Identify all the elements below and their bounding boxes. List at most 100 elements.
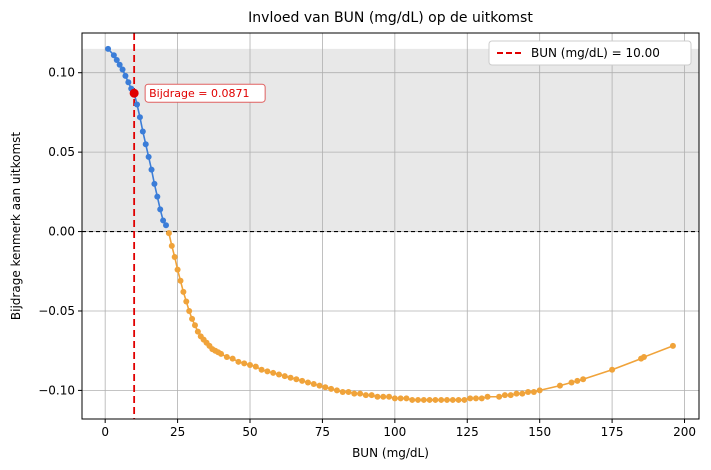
data-point <box>339 388 346 395</box>
data-point <box>183 298 190 305</box>
data-point <box>281 373 288 380</box>
data-point <box>171 253 178 260</box>
data-point <box>163 222 170 229</box>
data-point <box>174 266 181 273</box>
y-tick-label: 0.05 <box>48 145 75 159</box>
annotation-text: Bijdrage = 0.0871 <box>149 87 249 100</box>
data-point <box>420 396 427 403</box>
data-point <box>525 388 532 395</box>
data-point <box>461 396 468 403</box>
chart-title: Invloed van BUN (mg/dL) op de uitkomst <box>248 10 533 26</box>
data-point <box>507 392 514 399</box>
data-point <box>374 393 381 400</box>
data-point <box>154 193 161 200</box>
y-tick-label: 0.10 <box>48 66 75 80</box>
data-point <box>351 390 358 397</box>
legend-box <box>488 40 692 66</box>
data-point <box>478 395 485 402</box>
highlight-point <box>129 88 139 98</box>
data-point <box>139 128 146 135</box>
y-tick-label: 0.00 <box>48 225 75 239</box>
data-point <box>168 242 175 249</box>
data-point <box>380 393 387 400</box>
x-tick-label: 175 <box>601 425 624 439</box>
data-point <box>443 396 450 403</box>
data-point <box>501 392 508 399</box>
data-point <box>368 392 375 399</box>
annotation: Bijdrage = 0.0871 <box>144 83 266 103</box>
data-point <box>513 390 520 397</box>
y-tick-label: −0.10 <box>38 383 75 397</box>
data-point <box>496 393 503 400</box>
x-tick-label: 125 <box>456 425 479 439</box>
data-point <box>580 376 587 383</box>
data-point <box>333 387 340 394</box>
data-point <box>293 376 300 383</box>
data-point <box>194 328 201 335</box>
data-point <box>409 396 416 403</box>
data-point <box>530 388 537 395</box>
data-point <box>151 180 158 187</box>
data-point <box>223 354 230 361</box>
data-point <box>229 355 236 362</box>
data-point <box>304 379 311 386</box>
y-axis-label: Bijdrage kenmerk aan uitkomst <box>9 132 23 320</box>
data-point <box>125 79 132 86</box>
data-point <box>122 72 129 79</box>
data-point <box>568 379 575 386</box>
data-point <box>322 384 329 391</box>
data-point <box>556 382 563 389</box>
data-point <box>386 393 393 400</box>
data-point <box>397 395 404 402</box>
data-point <box>116 61 123 68</box>
data-point <box>160 217 167 224</box>
data-point <box>258 366 265 373</box>
legend-entry: BUN (mg/dL) = 10.00 <box>531 46 660 60</box>
data-point <box>180 288 187 295</box>
x-tick-label: 150 <box>528 425 551 439</box>
data-point <box>287 374 294 381</box>
data-point <box>484 393 491 400</box>
data-point <box>403 395 410 402</box>
data-point <box>362 392 369 399</box>
data-point <box>275 371 282 378</box>
data-point <box>345 388 352 395</box>
data-point <box>119 66 126 73</box>
data-point <box>113 57 120 64</box>
data-point <box>391 395 398 402</box>
data-point <box>316 382 323 389</box>
data-point <box>519 390 526 397</box>
data-point <box>186 307 193 314</box>
data-point <box>669 342 676 349</box>
shaded-band <box>82 48 699 232</box>
data-point <box>640 354 647 361</box>
plot-frame <box>81 32 700 420</box>
data-point <box>142 141 149 148</box>
data-point <box>105 45 112 52</box>
data-point <box>574 377 581 384</box>
data-point <box>328 385 335 392</box>
data-point <box>145 153 152 160</box>
data-point <box>455 396 462 403</box>
data-point <box>252 363 259 370</box>
x-tick-label: 0 <box>101 425 109 439</box>
x-axis-label: BUN (mg/dL) <box>352 446 429 460</box>
data-point <box>449 396 456 403</box>
data-point <box>157 206 164 213</box>
data-point <box>536 387 543 394</box>
data-point <box>134 101 141 108</box>
data-point <box>357 390 364 397</box>
data-point <box>235 358 242 365</box>
data-point <box>218 350 225 357</box>
data-point <box>148 166 155 173</box>
data-point <box>241 360 248 367</box>
data-point <box>432 396 439 403</box>
data-point <box>264 368 271 375</box>
ticks: 0 25 50 75 100 125 150 175 200 0.10 0.05 0.00 −0.05 −… <box>38 66 696 439</box>
data-point <box>177 277 184 284</box>
data-point <box>189 315 196 322</box>
x-tick-label: 200 <box>673 425 696 439</box>
data-point <box>609 366 616 373</box>
x-tick-label: 25 <box>170 425 185 439</box>
